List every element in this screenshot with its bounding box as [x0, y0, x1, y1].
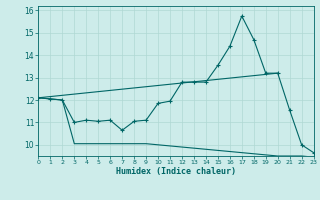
- X-axis label: Humidex (Indice chaleur): Humidex (Indice chaleur): [116, 167, 236, 176]
